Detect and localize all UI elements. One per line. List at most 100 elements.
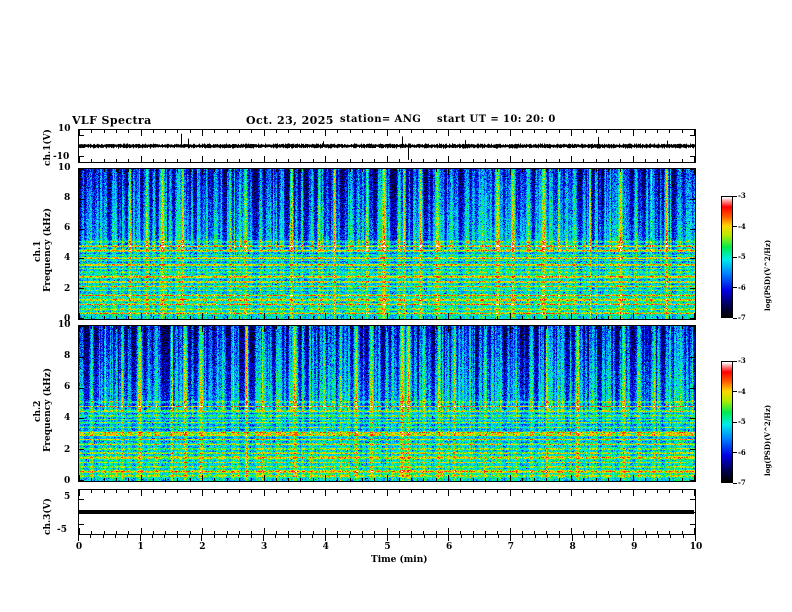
panel-x-minor-tick: [435, 531, 437, 534]
panel-x-minor-tick: [558, 490, 560, 493]
panel-x-tick: [325, 130, 326, 136]
panel-x-minor-tick: [177, 326, 179, 329]
panel-x-tick: [140, 475, 142, 481]
panel-y-tick: [690, 288, 695, 290]
panel-x-minor-tick: [374, 316, 376, 319]
colorbar-tick-label: -3: [738, 191, 746, 200]
panel-x-minor-tick: [238, 169, 240, 172]
x-tick-label: 0: [75, 542, 83, 552]
panel-x-minor-tick: [435, 326, 437, 329]
panel-x-minor-tick: [152, 316, 154, 319]
panel-x-minor-tick: [460, 130, 462, 133]
panel-x-minor-tick: [411, 130, 413, 133]
panel-x-minor-tick: [251, 490, 253, 493]
panel-x-minor-tick: [595, 316, 597, 319]
panel-x-minor-tick: [128, 490, 130, 493]
panel-y-tick: [690, 155, 695, 157]
panel-x-minor-tick: [669, 326, 671, 329]
panel-x-minor-tick: [251, 130, 253, 133]
panel-x-minor-tick: [607, 130, 609, 133]
colorbar-tick: [733, 317, 737, 319]
panel-x-minor-tick: [583, 130, 585, 133]
panel-x-tick: [386, 326, 388, 332]
panel-x-minor-tick: [177, 478, 179, 481]
panel-x-minor-tick: [435, 159, 437, 162]
panel-y-tick: [690, 135, 695, 137]
panel-x-minor-tick: [152, 326, 154, 329]
x-minor-tick: [497, 535, 499, 538]
panel-x-minor-tick: [238, 316, 240, 319]
panel-x-minor-tick: [558, 326, 560, 329]
panel-x-minor-tick: [312, 130, 314, 133]
panel-x-minor-tick: [214, 159, 216, 162]
panel-y-tick: [79, 258, 84, 260]
panel-y-tick: [690, 449, 695, 451]
x-major-tick: [509, 535, 511, 541]
panel-x-tick: [263, 326, 265, 332]
panel-y-tick: [79, 228, 84, 230]
panel-x-minor-tick: [411, 316, 413, 319]
panel-x-tick: [448, 156, 449, 162]
panel-x-minor-tick: [165, 490, 167, 493]
panel-y-tick: [690, 228, 695, 230]
panel-x-minor-tick: [546, 130, 548, 133]
x-minor-tick: [275, 535, 277, 538]
x-axis-tick-labels: 0 1 2 3 4 5 6 7 8 9 10: [0, 543, 792, 557]
panel-x-tick: [448, 313, 449, 319]
panel-x-minor-tick: [128, 159, 130, 162]
panel-x-tick: [140, 528, 142, 534]
panel-x-minor-tick: [435, 169, 437, 172]
x-minor-tick: [546, 535, 548, 538]
colorbar-tick-label: -6: [738, 447, 746, 457]
x-minor-tick: [657, 535, 659, 538]
panel-y-tick: [690, 524, 695, 526]
panel-x-minor-tick: [251, 169, 253, 172]
panel-x-minor-tick: [189, 326, 191, 329]
panel-x-minor-tick: [300, 326, 302, 329]
panel-x-minor-tick: [226, 169, 228, 172]
x-minor-tick: [337, 535, 339, 538]
x-tick-label: 2: [199, 542, 206, 552]
panel-x-minor-tick: [361, 316, 363, 319]
panel-x-minor-tick: [226, 490, 228, 493]
panel-x-minor-tick: [374, 326, 376, 329]
panel-x-minor-tick: [238, 326, 240, 329]
panel-x-tick: [202, 490, 203, 496]
ch1-colorbar-tick-labels: -3 -4 -5 -6 -7: [738, 191, 762, 323]
panel-x-minor-tick: [337, 531, 339, 534]
colorbar-tick-label: -4: [738, 386, 746, 396]
panel-x-tick: [79, 528, 80, 534]
panel-x-minor-tick: [288, 130, 290, 133]
x-tick-label: 8: [569, 542, 576, 552]
panel-x-minor-tick: [165, 159, 167, 162]
panel-x-minor-tick: [460, 159, 462, 162]
x-tick-label: 5: [384, 542, 391, 552]
panel-x-minor-tick: [115, 478, 117, 481]
ch3-wave-ylabel: ch.3(V): [43, 498, 53, 535]
panel-x-minor-tick: [165, 478, 167, 481]
panel-x-minor-tick: [681, 490, 683, 493]
panel-x-tick: [79, 169, 80, 175]
panel-x-tick: [571, 528, 572, 534]
ch2-spec-tick-10: 10: [58, 320, 71, 330]
panel-x-tick: [325, 313, 326, 319]
ch3-wave-tick-neg5: -5: [57, 525, 67, 535]
panel-x-minor-tick: [681, 159, 683, 162]
panel-x-minor-tick: [226, 326, 228, 329]
colorbar-tick-label: -3: [738, 356, 746, 365]
x-minor-tick: [559, 535, 561, 538]
panel-x-tick: [694, 528, 695, 534]
panel-x-tick: [571, 130, 572, 136]
panel-y-tick: [79, 418, 84, 420]
ch2-colorbar-gradient: [721, 361, 733, 483]
panel-x-tick: [509, 130, 511, 136]
panel-x-minor-tick: [337, 478, 339, 481]
panel-x-minor-tick: [374, 159, 376, 162]
panel-x-minor-tick: [534, 130, 536, 133]
panel-x-tick: [386, 130, 388, 136]
panel-x-minor-tick: [115, 159, 117, 162]
panel-x-minor-tick: [534, 478, 536, 481]
panel-x-minor-tick: [472, 316, 474, 319]
panel-x-tick: [202, 313, 203, 319]
ch1-spec-tick-8: 8: [64, 193, 71, 203]
